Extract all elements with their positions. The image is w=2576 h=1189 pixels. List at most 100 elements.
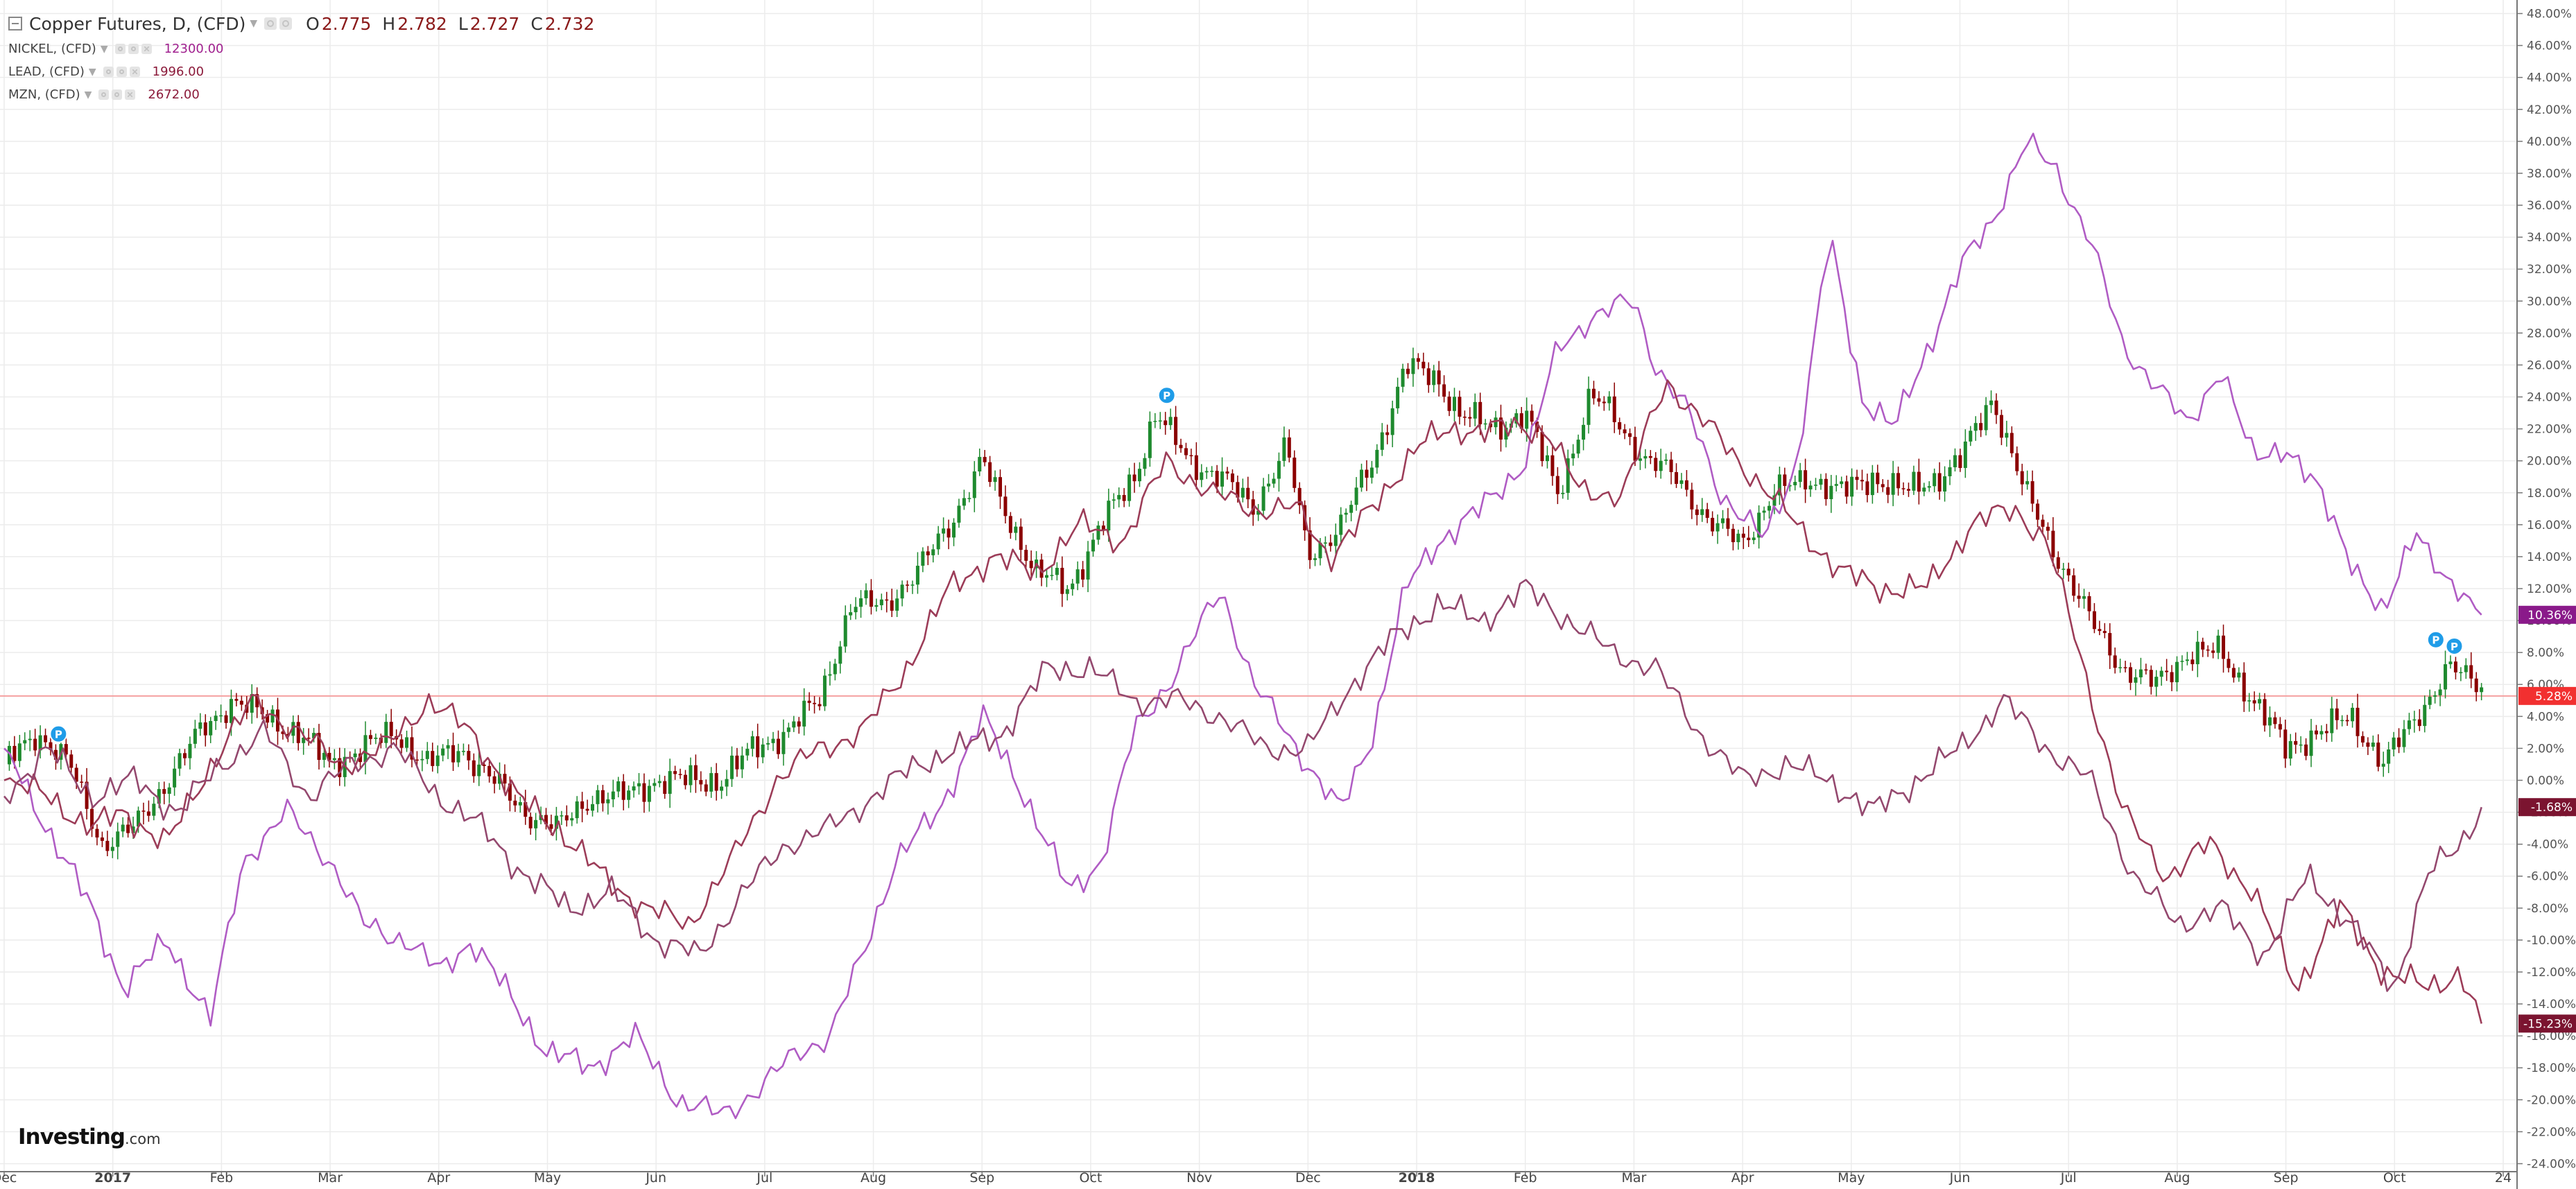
candle-down bbox=[85, 781, 89, 809]
candle-down bbox=[1519, 413, 1523, 429]
time-tick-label: Dec bbox=[0, 1170, 17, 1186]
candle-down bbox=[338, 758, 342, 777]
chevron-down-icon[interactable]: ▼ bbox=[88, 66, 96, 78]
price-tick-label: 2.00% bbox=[2527, 742, 2564, 756]
candle-down bbox=[988, 462, 992, 483]
candle-down bbox=[869, 590, 873, 607]
candle-up bbox=[363, 735, 368, 763]
overlay-legend-nickel[interactable]: NICKEL, (CFD) ▼ 12300.00 bbox=[8, 37, 594, 60]
price-tick-label: -24.00% bbox=[2527, 1157, 2576, 1171]
candle-up bbox=[1969, 431, 1973, 442]
candle-down bbox=[317, 733, 321, 761]
candle-up bbox=[993, 477, 997, 483]
candle-up bbox=[1050, 575, 1054, 576]
candle-down bbox=[431, 751, 435, 766]
candle-up bbox=[936, 533, 940, 550]
candle-down bbox=[2242, 672, 2246, 702]
settings-icon[interactable] bbox=[264, 17, 277, 30]
candle-up bbox=[1587, 388, 1591, 425]
logo-suffix: .com bbox=[125, 1131, 161, 1147]
event-marker[interactable] bbox=[2426, 630, 2445, 649]
candle-down bbox=[2144, 669, 2148, 671]
candle-up bbox=[1870, 472, 1874, 496]
candle-up bbox=[1127, 474, 1132, 501]
price-tick-label: 12.00% bbox=[2527, 582, 2572, 596]
candle-down bbox=[714, 773, 718, 791]
candle-up bbox=[750, 736, 754, 749]
candle-down bbox=[368, 735, 372, 739]
candle-up bbox=[167, 787, 171, 794]
candle-down bbox=[818, 704, 822, 706]
overlay-legend-lead[interactable]: LEAD, (CFD) ▼ 1996.00 bbox=[8, 60, 594, 83]
candle-down bbox=[1741, 533, 1745, 538]
candle-down bbox=[2417, 719, 2421, 727]
time-tick-label: May bbox=[534, 1170, 561, 1186]
close-icon[interactable] bbox=[141, 44, 152, 54]
event-marker[interactable] bbox=[2445, 636, 2464, 655]
candle-up bbox=[606, 799, 610, 804]
chevron-down-icon[interactable]: ▼ bbox=[100, 43, 108, 55]
settings-icon[interactable] bbox=[114, 44, 126, 54]
chevron-down-icon[interactable]: ▼ bbox=[84, 89, 92, 101]
candle-up bbox=[2267, 717, 2272, 726]
event-marker[interactable] bbox=[49, 724, 68, 743]
close-icon[interactable] bbox=[129, 67, 140, 77]
settings-icon[interactable] bbox=[98, 89, 110, 100]
visibility-icon[interactable] bbox=[112, 89, 123, 100]
candle-up bbox=[611, 791, 615, 799]
event-marker[interactable] bbox=[1157, 386, 1176, 405]
overlay-value: 1996.00 bbox=[152, 64, 205, 79]
time-tick-label: 24 bbox=[2495, 1170, 2512, 1186]
time-tick-label: Aug bbox=[2164, 1170, 2190, 1186]
candle-up bbox=[1318, 542, 1322, 559]
candle-down bbox=[999, 477, 1003, 497]
visibility-icon[interactable] bbox=[128, 44, 139, 54]
collapse-legend-icon[interactable] bbox=[8, 17, 22, 31]
time-axis[interactable]: Dec 2017 Feb Mar Apr May Jun Jul Aug Sep Oct Nov Dec… bbox=[0, 1170, 2517, 1186]
visibility-icon[interactable] bbox=[279, 17, 293, 30]
main-series-legend[interactable]: Copper Futures, D, (CFD) ▼ O 2.775 H 2.782… bbox=[8, 10, 594, 37]
candle-down bbox=[2231, 668, 2236, 678]
candle-down bbox=[1804, 470, 1808, 489]
candle-up bbox=[1075, 569, 1080, 584]
time-tick-label: Apr bbox=[427, 1170, 450, 1186]
candle-down bbox=[1917, 471, 1921, 492]
candle-up bbox=[1700, 509, 1704, 515]
candle-down bbox=[2113, 655, 2117, 668]
candle-down bbox=[44, 735, 48, 743]
candle-up bbox=[2444, 664, 2448, 690]
settings-icon[interactable] bbox=[103, 67, 114, 77]
candle-down bbox=[585, 808, 589, 811]
candle-down bbox=[64, 744, 68, 755]
candle-up bbox=[1313, 558, 1317, 560]
candle-down bbox=[1132, 474, 1136, 482]
overlay-value: 12300.00 bbox=[164, 42, 224, 56]
candle-down bbox=[1824, 478, 1828, 499]
candle-up bbox=[879, 599, 883, 605]
candle-down bbox=[1711, 517, 1715, 532]
price-axis[interactable]: 48.00% 46.00% 44.00% 42.00% 40.00% 38.00% 36.0… bbox=[2516, 0, 2576, 1189]
candle-down bbox=[1648, 455, 1652, 458]
close-icon[interactable] bbox=[125, 89, 136, 100]
candle-down bbox=[2376, 743, 2380, 767]
candle-down bbox=[2294, 740, 2298, 745]
visibility-icon[interactable] bbox=[116, 67, 127, 77]
price-tick-label: -12.00% bbox=[2527, 966, 2576, 980]
candle-down bbox=[1901, 488, 1905, 489]
candle-up bbox=[1432, 370, 1436, 385]
chevron-down-icon[interactable]: ▼ bbox=[250, 18, 258, 29]
candle-up bbox=[420, 758, 424, 761]
candle-down bbox=[2149, 670, 2153, 687]
candle-down bbox=[1540, 432, 1544, 462]
candle-up bbox=[23, 740, 27, 744]
series-line-lead bbox=[3, 379, 2482, 1024]
candle-down bbox=[564, 815, 569, 821]
candle-down bbox=[2123, 667, 2127, 668]
overlay-legend-mzn[interactable]: MZN, (CFD) ▼ 2672.00 bbox=[8, 83, 594, 106]
candle-down bbox=[1695, 509, 1699, 515]
candle-up bbox=[838, 646, 842, 664]
candle-up bbox=[1267, 483, 1271, 487]
